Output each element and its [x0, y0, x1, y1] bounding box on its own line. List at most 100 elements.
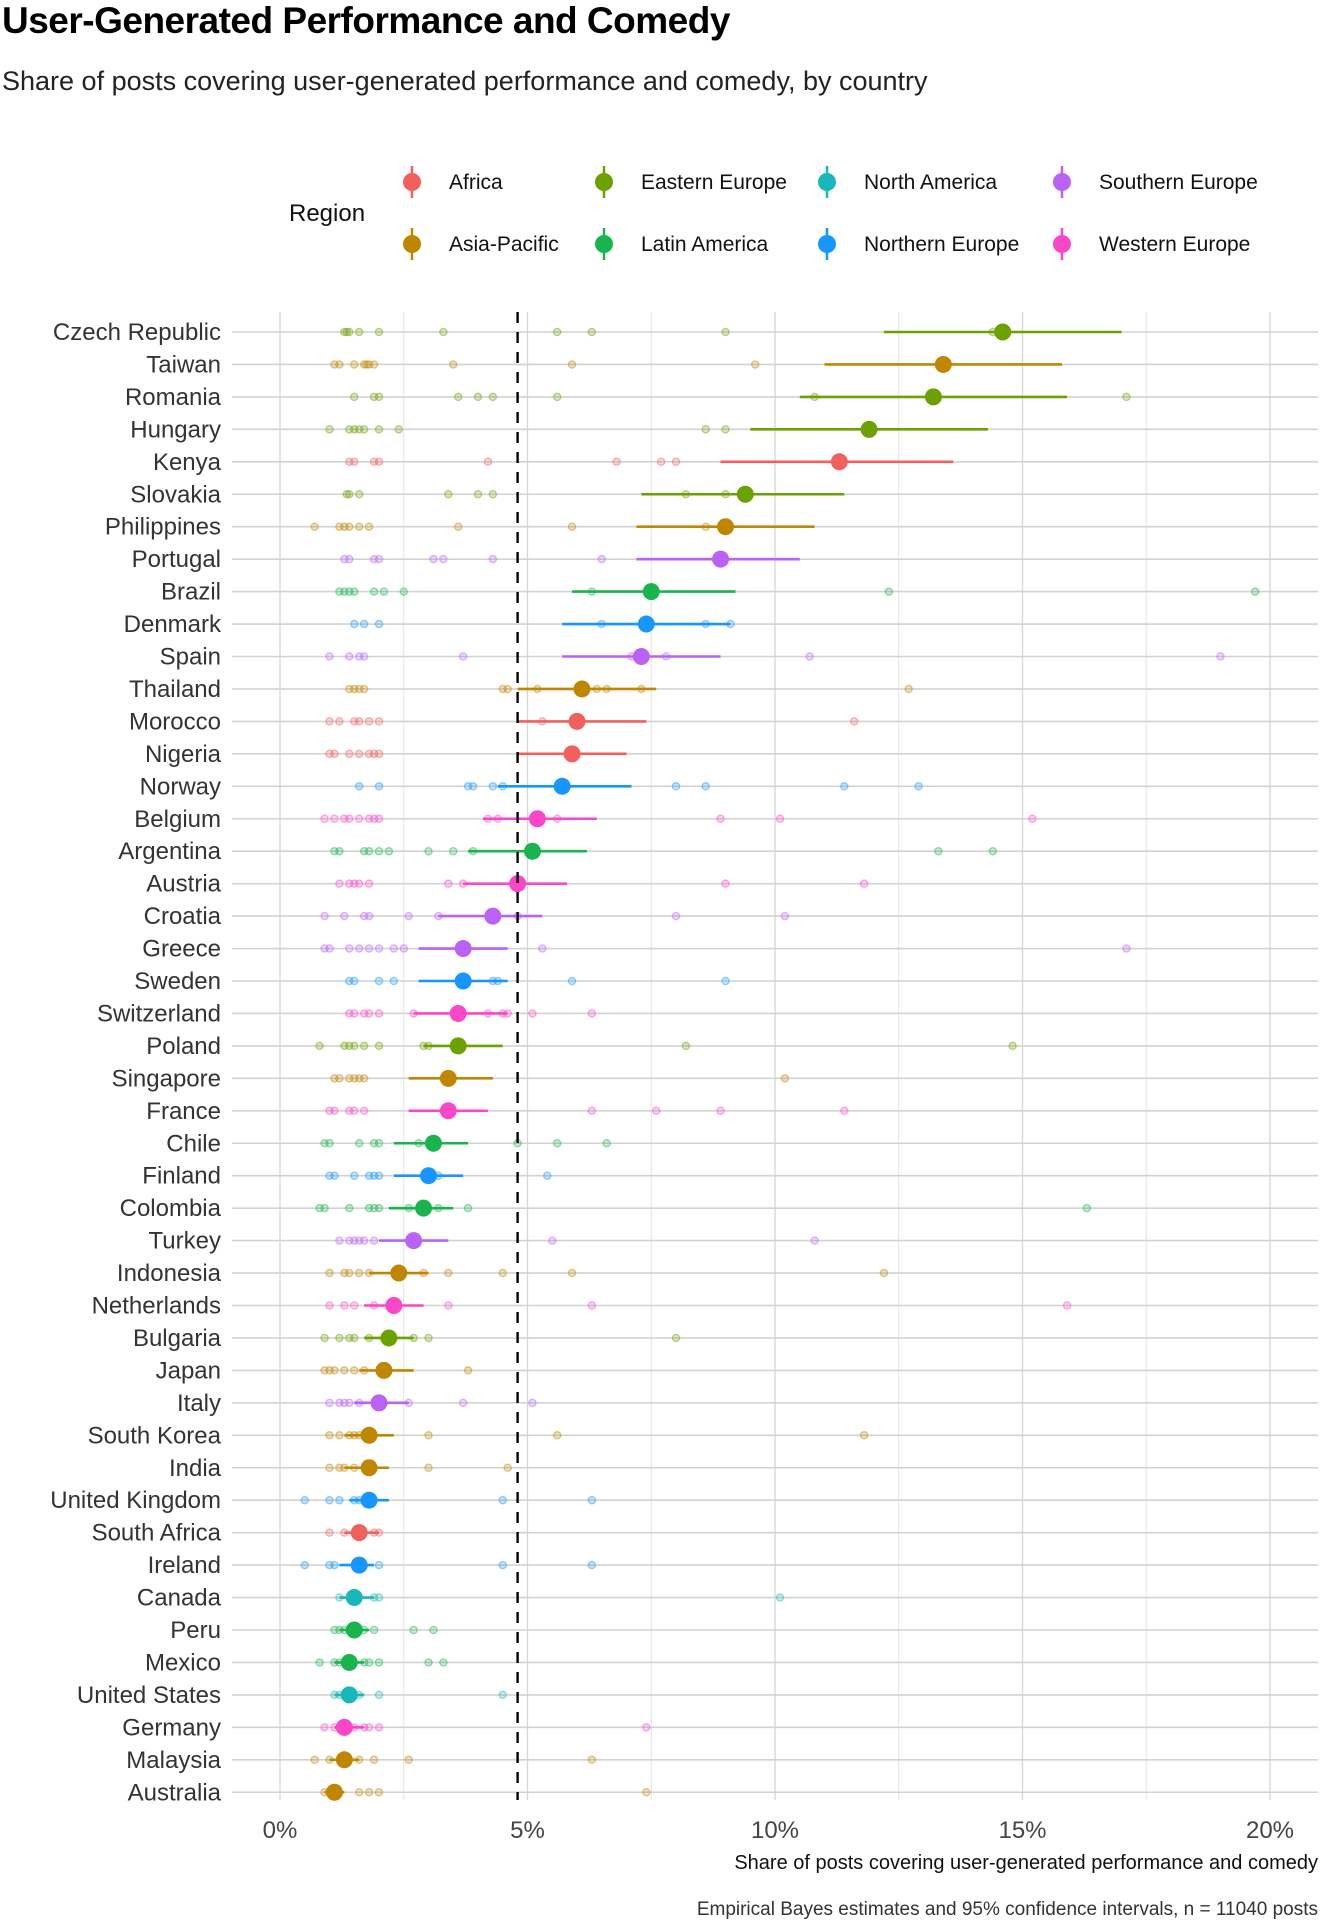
country-row — [232, 1297, 1318, 1314]
raw-data-point — [345, 1398, 354, 1408]
legend-key-dot — [595, 173, 613, 191]
raw-data-point — [354, 944, 364, 953]
raw-data-point — [330, 1560, 339, 1570]
legend-item: Southern Europe — [1053, 166, 1258, 198]
raw-data-point — [345, 457, 354, 467]
legend-key-dot — [818, 173, 836, 191]
raw-data-point — [345, 684, 354, 694]
raw-data-point — [345, 489, 354, 499]
raw-data-point — [1062, 1301, 1072, 1310]
raw-data-point — [369, 1625, 379, 1635]
raw-data-point — [444, 1301, 453, 1310]
y-axis-label: Taiwan — [146, 351, 221, 378]
raw-data-point — [325, 425, 334, 434]
raw-data-point — [488, 782, 498, 791]
raw-data-point — [320, 1333, 329, 1343]
country-row — [232, 550, 1318, 568]
raw-data-point — [721, 425, 730, 434]
raw-data-point — [330, 1171, 339, 1180]
raw-data-point — [359, 1106, 369, 1116]
raw-data-point — [359, 1236, 369, 1245]
y-axis-label: Slovakia — [130, 481, 221, 508]
raw-data-point — [349, 457, 359, 467]
raw-data-point — [780, 911, 790, 921]
raw-data-point — [325, 1528, 334, 1537]
raw-data-point — [439, 327, 448, 337]
raw-data-point — [721, 327, 730, 337]
legend-item: Africa — [403, 166, 503, 198]
raw-data-point — [364, 911, 374, 921]
raw-data-point — [369, 1139, 379, 1148]
raw-data-point — [483, 457, 493, 467]
raw-data-point — [315, 1658, 324, 1667]
raw-data-point — [439, 1658, 448, 1667]
raw-data-point — [349, 1366, 359, 1375]
raw-data-point — [775, 814, 785, 824]
y-axis-label: Kenya — [153, 449, 222, 476]
legend-label: North America — [864, 171, 997, 194]
estimate-point — [637, 615, 655, 633]
raw-data-point — [651, 1106, 661, 1116]
raw-data-point — [345, 1074, 354, 1083]
raw-data-point — [320, 1203, 329, 1213]
raw-data-point — [805, 652, 814, 661]
y-axis-label: United States — [77, 1682, 221, 1709]
raw-data-point — [354, 684, 364, 694]
raw-data-point — [300, 1560, 309, 1570]
raw-data-point — [424, 1463, 433, 1473]
country-row — [232, 1264, 1318, 1282]
estimate-point — [370, 1394, 388, 1412]
raw-data-point — [468, 782, 478, 791]
country-row — [232, 1134, 1318, 1152]
estimate-point — [924, 388, 942, 406]
raw-data-point — [325, 1106, 334, 1116]
raw-data-point — [330, 1106, 339, 1116]
raw-data-point — [597, 554, 607, 564]
raw-data-point — [345, 749, 354, 759]
raw-data-point — [349, 1171, 359, 1180]
raw-data-point — [369, 1755, 379, 1765]
raw-data-point — [671, 911, 681, 921]
country-row — [232, 940, 1318, 958]
raw-data-point — [325, 1495, 334, 1505]
raw-data-point — [354, 717, 364, 726]
y-axis-label: Chile — [166, 1130, 221, 1157]
raw-data-point — [374, 392, 384, 402]
estimate-point — [509, 875, 527, 893]
raw-data-point — [340, 522, 349, 531]
raw-data-point — [330, 1366, 339, 1375]
raw-data-point — [349, 425, 359, 434]
estimate-point — [573, 680, 591, 698]
estimate-point — [345, 1589, 363, 1607]
raw-data-point — [750, 360, 760, 369]
raw-data-point — [345, 652, 354, 661]
raw-data-point — [538, 944, 547, 953]
raw-data-point — [364, 1658, 374, 1667]
raw-data-point — [567, 360, 577, 369]
raw-data-point — [429, 1625, 438, 1635]
raw-data-point — [498, 1690, 507, 1700]
legend-label: Eastern Europe — [641, 171, 787, 194]
raw-data-point — [567, 522, 577, 531]
raw-data-point — [359, 911, 369, 921]
raw-data-point — [349, 1236, 359, 1245]
x-axis-title: Share of posts covering user-generated p… — [734, 1852, 1318, 1874]
country-row — [232, 615, 1318, 633]
y-axis-label: Denmark — [124, 611, 222, 638]
raw-data-point — [345, 1009, 354, 1018]
estimate-point — [345, 1621, 363, 1639]
raw-data-point — [359, 360, 369, 369]
raw-data-point — [374, 457, 384, 467]
raw-data-point — [369, 1236, 379, 1245]
y-axis-label: Australia — [128, 1779, 222, 1806]
country-row — [232, 1102, 1318, 1120]
raw-data-point — [879, 1268, 889, 1278]
raw-data-point — [498, 1495, 507, 1505]
estimate-point — [632, 648, 650, 665]
estimate-point — [553, 777, 571, 795]
raw-data-point — [330, 846, 339, 856]
raw-data-point — [320, 944, 329, 953]
country-row — [232, 1167, 1318, 1185]
raw-data-point — [315, 1203, 324, 1213]
estimate-point — [484, 907, 502, 925]
